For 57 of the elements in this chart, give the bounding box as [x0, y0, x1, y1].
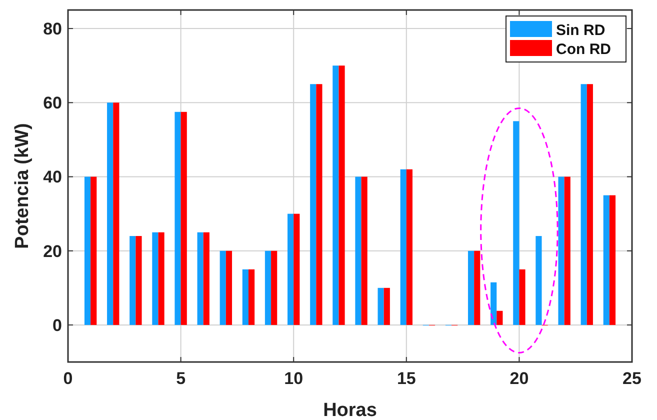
- bar: [384, 288, 390, 325]
- y-tick-label: 20: [43, 242, 62, 261]
- bar: [474, 250, 480, 325]
- y-axis-title: Potencia (kW): [12, 123, 33, 249]
- bar: [564, 176, 570, 325]
- bar: [378, 288, 384, 325]
- bar: [220, 250, 226, 325]
- bar: [264, 250, 272, 325]
- bar: [338, 66, 345, 325]
- x-tick-label: 10: [284, 369, 304, 388]
- bar: [361, 176, 368, 325]
- bar: [513, 121, 520, 325]
- bar: [203, 232, 210, 325]
- bar: [136, 236, 142, 325]
- bar: [242, 269, 248, 325]
- x-tick-label: 20: [510, 369, 529, 388]
- bar: [490, 282, 497, 325]
- legend-label: Sin RD: [556, 22, 606, 39]
- bar: [197, 232, 204, 325]
- bar: [226, 250, 232, 325]
- x-tick-label: 15: [396, 369, 416, 388]
- bar: [580, 84, 587, 325]
- bar: [288, 214, 294, 325]
- y-tick-label: 0: [52, 316, 62, 335]
- bar: [158, 232, 164, 325]
- bar: [558, 176, 564, 325]
- bar: [519, 269, 526, 325]
- bar: [130, 236, 136, 325]
- y-tick-label: 80: [43, 20, 62, 39]
- bar: [174, 112, 181, 325]
- bar: [355, 176, 362, 325]
- x-tick-label: 5: [176, 369, 186, 388]
- bar: [468, 250, 474, 325]
- y-tick-label: 40: [43, 168, 62, 187]
- x-axis-title: Horas: [323, 400, 377, 420]
- bar: [332, 66, 339, 325]
- y-tick-label: 60: [43, 94, 62, 113]
- bar: [609, 195, 616, 325]
- bar: [180, 112, 187, 325]
- legend-label: Con RD: [556, 41, 612, 58]
- bar: [271, 250, 278, 325]
- bar: [316, 84, 322, 325]
- bar: [248, 269, 255, 325]
- bar: [603, 195, 610, 325]
- x-tick-label: 25: [622, 369, 642, 388]
- bar: [152, 232, 158, 325]
- bar: [294, 214, 300, 325]
- bar: [586, 84, 593, 325]
- bar: [536, 236, 542, 325]
- bar: [113, 102, 120, 325]
- bar: [107, 102, 114, 325]
- bar: [496, 310, 503, 325]
- bar: [84, 176, 91, 325]
- bar: [90, 176, 97, 325]
- bar: [400, 169, 406, 325]
- bar: [310, 84, 316, 325]
- bar: [406, 169, 412, 325]
